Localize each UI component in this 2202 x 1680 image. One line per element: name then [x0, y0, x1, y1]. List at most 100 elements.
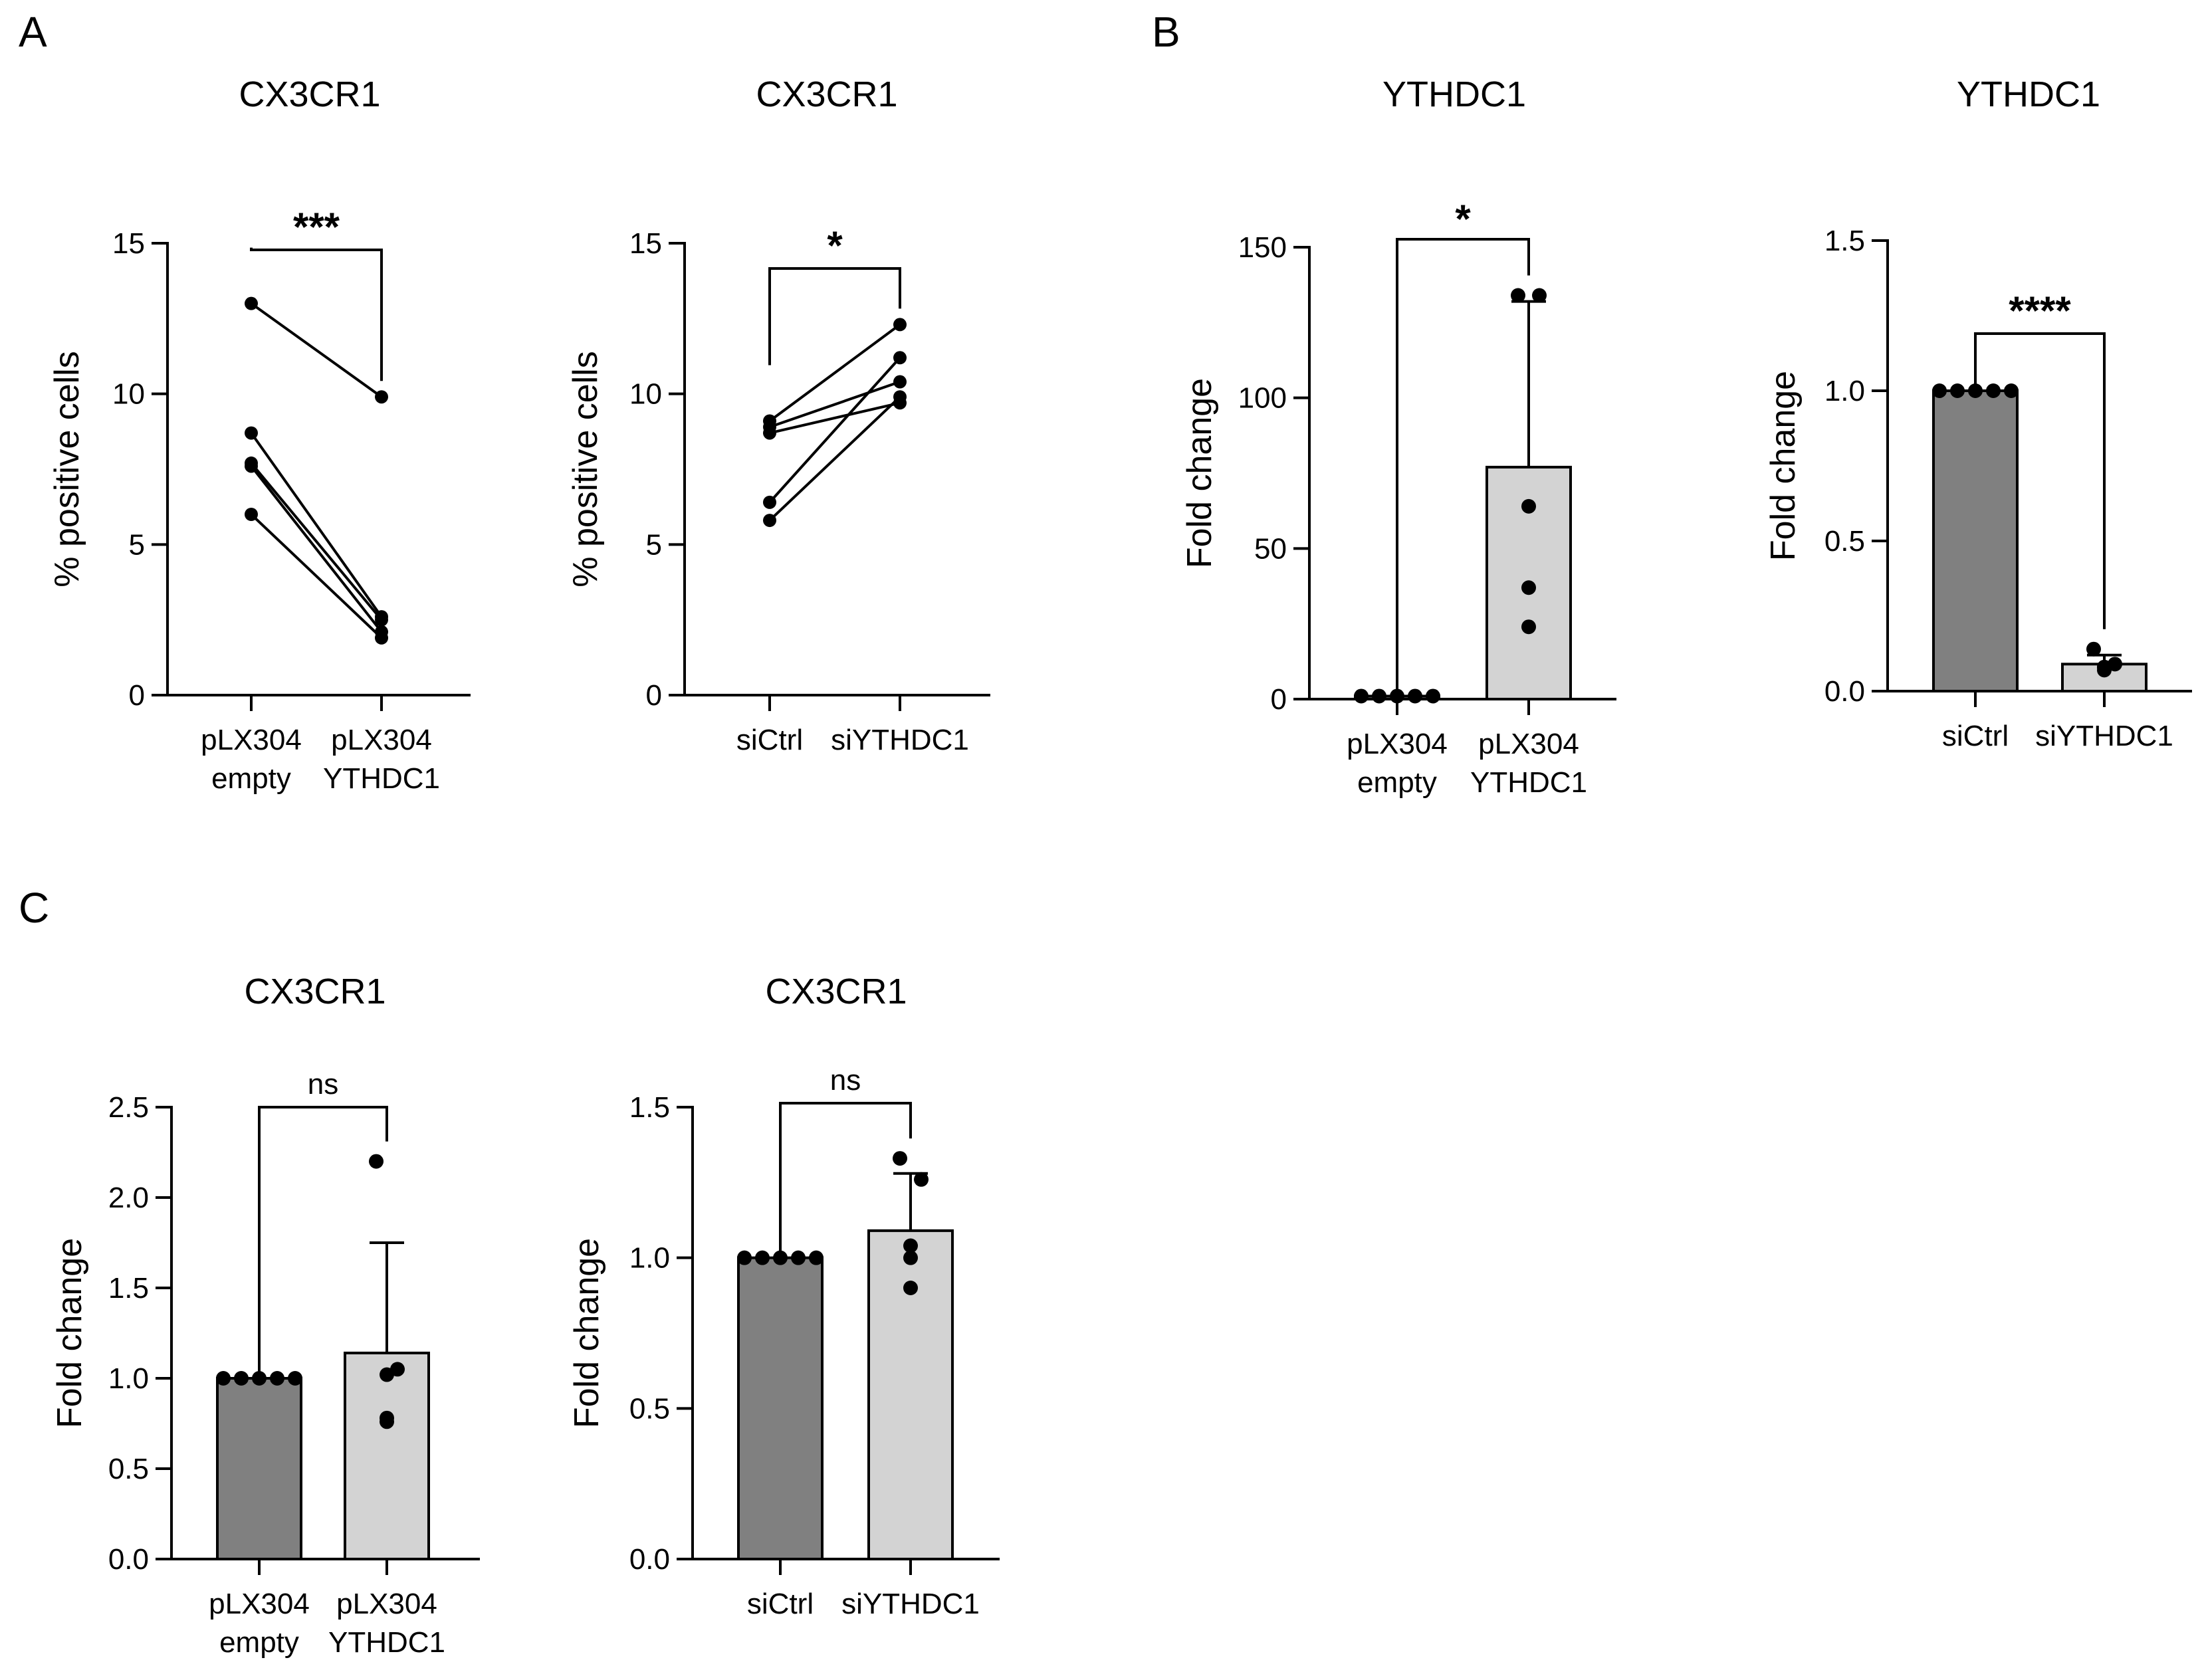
x-tick-label: siCtrl: [736, 724, 803, 756]
data-point: [245, 459, 258, 473]
x-tick-label: pLX304 empty: [1347, 728, 1448, 799]
significance-bracket: [1396, 238, 1530, 691]
chart-c1: CX3CR1 Fold change 0.0 0.5 1.0 1.5 2.0 2.5 pLX30…: [51, 972, 480, 1659]
pair-line: [769, 380, 901, 429]
y-tick-label: 0: [129, 679, 145, 712]
significance-label: ns: [830, 1064, 861, 1097]
x-tick-label: pLX304 YTHDC1: [323, 724, 440, 795]
significance-bracket: [779, 1102, 912, 1253]
data-point: [375, 390, 388, 404]
data-point: [245, 426, 258, 440]
x-tick-label: siCtrl: [747, 1588, 814, 1620]
data-point: [2097, 659, 2112, 675]
x-tick-label-line: empty: [211, 762, 291, 795]
y-tick-label: 2.0: [108, 1182, 149, 1214]
x-tick-label-line: siYTHDC1: [841, 1588, 980, 1620]
y-axis-label: Fold change: [1180, 378, 1219, 568]
pair-line: [250, 465, 383, 633]
y-tick-label: 1.5: [108, 1272, 149, 1305]
data-point: [763, 495, 776, 509]
chart-b2: YTHDC1 Fold change 0.0 0.5 1.0 1.5 siCtrl siYTH…: [1764, 74, 2192, 752]
y-tick-label: 0.5: [108, 1453, 149, 1485]
data-point: [893, 351, 907, 365]
y-tick-label: 0: [646, 679, 662, 712]
y-tick-label: 0.0: [108, 1543, 149, 1576]
data-point: [791, 1250, 806, 1265]
y-axis-label: % positive cells: [48, 351, 86, 587]
chart-title: CX3CR1: [765, 972, 907, 1011]
data-point: [375, 631, 388, 645]
data-point: [903, 1238, 918, 1253]
bar: [737, 1256, 824, 1560]
data-point: [1354, 688, 1369, 704]
y-tick-label: 0.0: [629, 1543, 670, 1576]
y-tick-label: 15: [112, 227, 145, 260]
x-tick-label-line: siCtrl: [747, 1588, 814, 1620]
y-axis-label: Fold change: [1764, 371, 1803, 561]
y-tick-label: 100: [1238, 382, 1287, 415]
pair-line: [250, 432, 383, 618]
x-tick-label: pLX304 YTHDC1: [328, 1588, 445, 1659]
bar: [867, 1229, 954, 1561]
x-tick-label: siYTHDC1: [831, 724, 969, 756]
data-point: [1950, 383, 1965, 398]
y-tick-label: 0: [1271, 683, 1287, 716]
x-tick-label-line: pLX304: [1347, 728, 1448, 760]
data-point: [809, 1250, 824, 1265]
data-point: [773, 1250, 788, 1265]
x-tick-label-line: pLX304: [331, 724, 432, 756]
significance-label: ***: [293, 205, 340, 249]
data-point: [914, 1172, 929, 1187]
pair-line: [769, 401, 901, 435]
data-point: [270, 1371, 284, 1386]
panel-letter-c: C: [19, 884, 49, 932]
significance-bracket: [250, 247, 383, 381]
data-point: [1932, 383, 1947, 398]
data-point: [234, 1371, 249, 1386]
y-tick-label: 15: [629, 227, 662, 260]
y-tick-label: 2.5: [108, 1091, 149, 1124]
data-point: [1426, 688, 1440, 704]
y-tick-label: 0.5: [629, 1392, 670, 1425]
x-tick-label-line: YTHDC1: [1470, 766, 1587, 799]
data-point: [1511, 288, 1525, 303]
data-point: [893, 390, 907, 404]
y-axis-label: Fold change: [51, 1238, 89, 1428]
significance-bracket: [1974, 332, 2106, 629]
chart-a2: CX3CR1 % positive cells 0 5 10 15 siCtrl siYTHD…: [566, 74, 990, 756]
y-tick-label: 5: [129, 528, 145, 561]
bar: [216, 1377, 302, 1560]
x-tick-label-line: empty: [219, 1626, 299, 1659]
y-tick-label: 10: [112, 378, 145, 411]
x-tick-label-line: siCtrl: [1942, 720, 2009, 752]
x-tick-label-line: YTHDC1: [328, 1626, 445, 1659]
chart-c2: CX3CR1 Fold change 0.0 0.5 1.0 1.5 siCtrl siYTH…: [568, 972, 1000, 1620]
y-tick-label: 10: [629, 378, 662, 411]
data-point: [763, 514, 776, 528]
data-point: [763, 426, 776, 440]
y-axis-label: Fold change: [568, 1238, 606, 1428]
x-tick-label-line: pLX304: [336, 1588, 437, 1620]
data-point: [893, 1151, 907, 1166]
data-point: [903, 1250, 918, 1265]
pair-line: [768, 323, 901, 423]
data-point: [252, 1371, 267, 1386]
data-point: [903, 1281, 918, 1295]
x-tick-label-line: YTHDC1: [323, 762, 440, 795]
pair-line: [250, 302, 383, 398]
significance-label: ns: [308, 1068, 338, 1101]
pair-line: [768, 356, 901, 504]
pair-line: [250, 462, 383, 621]
x-tick-label-line: siYTHDC1: [831, 724, 969, 756]
data-point: [2004, 383, 2019, 398]
data-point: [380, 1367, 394, 1382]
data-point: [216, 1371, 231, 1386]
pair-line: [768, 395, 901, 522]
panel-letter-b: B: [1152, 8, 1180, 56]
y-tick-label: 1.5: [1824, 225, 1865, 257]
y-tick-label: 0.0: [1824, 675, 1865, 708]
x-tick-label-line: pLX304: [201, 724, 302, 756]
y-tick-label: 1.0: [108, 1362, 149, 1395]
